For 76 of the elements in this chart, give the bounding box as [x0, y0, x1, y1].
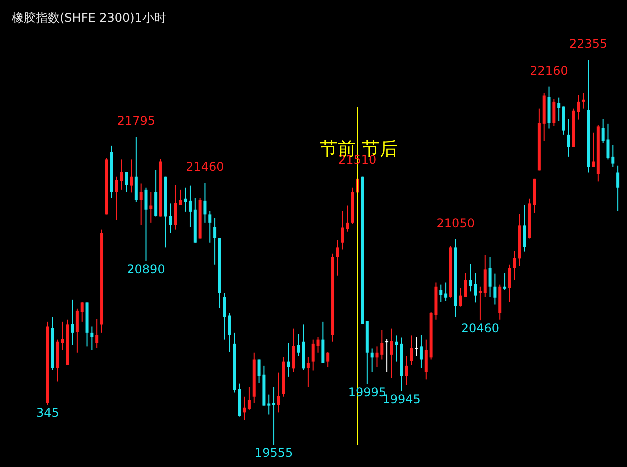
- candlestick: [208, 210, 212, 244]
- candlestick: [504, 272, 507, 291]
- candlestick: [184, 187, 188, 212]
- candlestick: [287, 342, 290, 378]
- candlestick: [130, 159, 133, 194]
- candlestick: [612, 144, 615, 168]
- candlestick: [306, 356, 310, 388]
- candlestick: [277, 372, 280, 414]
- candlestick: [268, 394, 271, 416]
- candlestick: [370, 348, 374, 373]
- candlestick: [410, 335, 414, 366]
- candlestick: [292, 328, 296, 373]
- candlestick: [444, 282, 448, 302]
- candlestick: [188, 185, 192, 228]
- candlestick: [316, 336, 320, 354]
- candlestick: [420, 334, 423, 368]
- candlestick: [243, 396, 246, 421]
- candlestick: [179, 189, 182, 206]
- annotation: 21795: [117, 114, 156, 128]
- candlestick: [90, 326, 94, 351]
- candlestick: [523, 204, 526, 252]
- candlestick: [616, 165, 620, 212]
- candlestick: [552, 98, 556, 126]
- candlestick: [80, 302, 84, 322]
- candlestick: [134, 136, 138, 203]
- candlestick: [223, 292, 226, 340]
- candlestick: [214, 218, 217, 266]
- candlestick: [144, 187, 148, 262]
- candlestick: [228, 312, 232, 353]
- candlestick: [312, 339, 315, 372]
- candlestick: [478, 286, 482, 322]
- chart-title: 橡胶指数(SHFE 2300)1小时: [12, 11, 166, 25]
- candlestick: [272, 386, 276, 446]
- candlestick: [474, 272, 478, 304]
- candlestick: [322, 321, 325, 364]
- candlestick: [376, 346, 379, 368]
- candlestick: [326, 352, 330, 368]
- candlestick: [440, 284, 443, 302]
- candlestick: [204, 182, 207, 224]
- annotation: 345: [36, 406, 60, 420]
- candlestick: [71, 299, 74, 346]
- candlestick: [297, 334, 300, 357]
- annotation: 22355: [569, 37, 608, 51]
- candlestick: [76, 308, 79, 354]
- candlestick: [125, 172, 128, 192]
- candlestick: [508, 264, 512, 302]
- annotation: 19555: [254, 446, 294, 460]
- candlestick: [140, 183, 143, 226]
- candlestick: [513, 250, 516, 280]
- candlestick: [494, 273, 497, 306]
- candlestick: [592, 132, 595, 168]
- candlestick: [248, 386, 251, 410]
- candlestick: [169, 203, 172, 234]
- annotation: 21050: [436, 216, 475, 230]
- annotation: 22160: [530, 64, 568, 78]
- candlestick: [488, 256, 492, 298]
- annotation: 21460: [186, 160, 224, 174]
- candlestick: [174, 184, 178, 230]
- candlestick: [96, 318, 99, 349]
- annotation: 20890: [127, 262, 166, 276]
- candlestick: [405, 356, 408, 386]
- candlestick: [582, 92, 586, 110]
- candlestick: [469, 264, 472, 292]
- candlestick: [390, 328, 394, 379]
- candlestick: [386, 338, 389, 373]
- candlestick: [484, 254, 487, 298]
- candlestick: [558, 97, 561, 122]
- candlestick: [567, 118, 570, 158]
- annotation: 20460: [461, 322, 500, 336]
- candlestick: [336, 240, 340, 276]
- candlestick: [415, 336, 418, 357]
- candlestick: [346, 205, 350, 232]
- candlestick: [424, 339, 428, 380]
- candlestick: [380, 330, 384, 360]
- candlestick: [395, 335, 398, 362]
- candlestick: [341, 210, 344, 250]
